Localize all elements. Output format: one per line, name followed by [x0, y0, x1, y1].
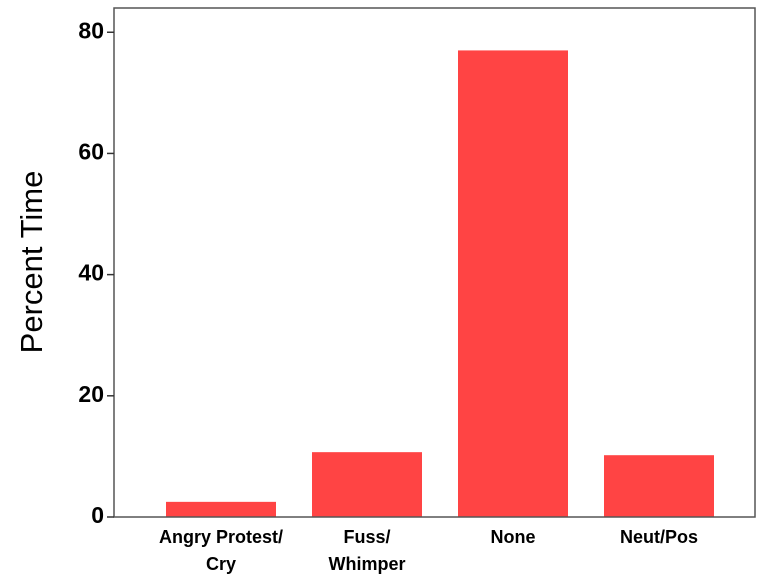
x-tick-label: Fuss/Whimper: [328, 527, 405, 574]
x-tick-label: Neut/Pos: [620, 527, 698, 547]
plot-frame: [113, 7, 756, 518]
bar: [312, 452, 422, 517]
y-tick-label: 40: [78, 260, 104, 286]
bar: [604, 455, 714, 517]
x-tick-label: Angry Protest/Cry: [159, 527, 283, 574]
x-tick-label: None: [491, 527, 536, 547]
y-tick-label: 60: [78, 139, 104, 165]
bar: [166, 501, 276, 517]
y-tick-label: 20: [78, 381, 104, 407]
y-tick-label: 0: [91, 502, 104, 528]
y-tick-label: 80: [78, 17, 104, 43]
bar: [458, 50, 568, 518]
y-axis-label: Percent Time: [14, 171, 49, 354]
